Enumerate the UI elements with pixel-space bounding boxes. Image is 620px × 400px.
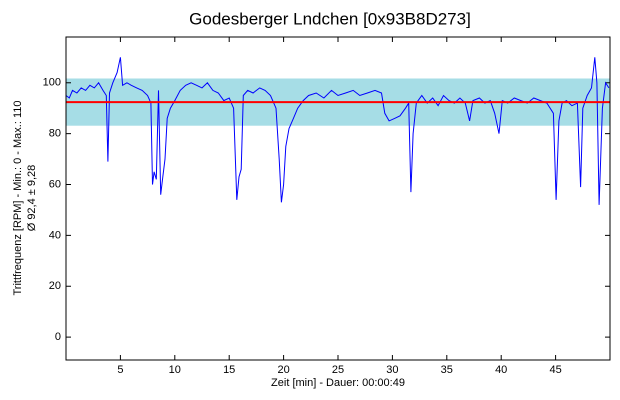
x-tick-label: 10 — [169, 364, 181, 376]
x-tick-label: 20 — [277, 364, 289, 376]
x-tick-label: 25 — [332, 364, 344, 376]
x-tick-label: 30 — [386, 364, 398, 376]
y-axis-label: Trittfrequenz [RPM] - Min.: 0 - Max.: 11… — [12, 101, 24, 296]
y-axis-label: Ø 92,4 ± 9,28 — [26, 165, 38, 232]
y-tick-label: 40 — [49, 229, 61, 241]
y-tick-label: 0 — [55, 331, 61, 343]
x-tick-label: 40 — [495, 364, 507, 376]
x-axis-label: Zeit [min] - Dauer: 00:00:49 — [271, 377, 405, 389]
y-tick-label: 100 — [43, 77, 61, 89]
x-tick-label: 15 — [223, 364, 235, 376]
chart-title: Godesberger Lndchen [0x93B8D273] — [189, 9, 471, 28]
y-tick-label: 60 — [49, 178, 61, 190]
y-tick-label: 20 — [49, 280, 61, 292]
y-tick-label: 80 — [49, 128, 61, 140]
plot-frame — [65, 36, 611, 361]
x-tick-label: 45 — [549, 364, 561, 376]
x-tick-label: 35 — [441, 364, 453, 376]
x-tick-label: 5 — [117, 364, 123, 376]
